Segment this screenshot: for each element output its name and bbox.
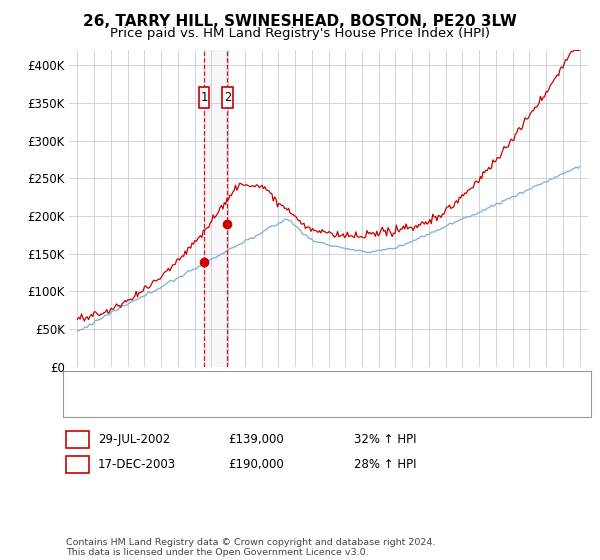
Text: 17-DEC-2003: 17-DEC-2003 — [98, 458, 176, 472]
Text: Contains HM Land Registry data © Crown copyright and database right 2024.
This d: Contains HM Land Registry data © Crown c… — [66, 538, 436, 557]
Text: 1: 1 — [74, 433, 81, 446]
Bar — [204, 50, 227, 367]
Text: 26, TARRY HILL, SWINESHEAD, BOSTON, PE20 3LW (detached house): 26, TARRY HILL, SWINESHEAD, BOSTON, PE20… — [111, 379, 488, 389]
Text: £139,000: £139,000 — [228, 433, 284, 446]
Text: 28% ↑ HPI: 28% ↑ HPI — [354, 458, 416, 472]
Text: 1: 1 — [200, 91, 208, 104]
FancyBboxPatch shape — [222, 87, 233, 108]
FancyBboxPatch shape — [199, 87, 209, 108]
Text: HPI: Average price, detached house, Boston: HPI: Average price, detached house, Bost… — [111, 399, 351, 409]
Text: 2: 2 — [224, 91, 231, 104]
Text: 32% ↑ HPI: 32% ↑ HPI — [354, 433, 416, 446]
Text: £190,000: £190,000 — [228, 458, 284, 472]
Text: Price paid vs. HM Land Registry's House Price Index (HPI): Price paid vs. HM Land Registry's House … — [110, 27, 490, 40]
Text: 26, TARRY HILL, SWINESHEAD, BOSTON, PE20 3LW: 26, TARRY HILL, SWINESHEAD, BOSTON, PE20… — [83, 14, 517, 29]
Text: 2: 2 — [74, 458, 81, 472]
Text: 29-JUL-2002: 29-JUL-2002 — [98, 433, 170, 446]
